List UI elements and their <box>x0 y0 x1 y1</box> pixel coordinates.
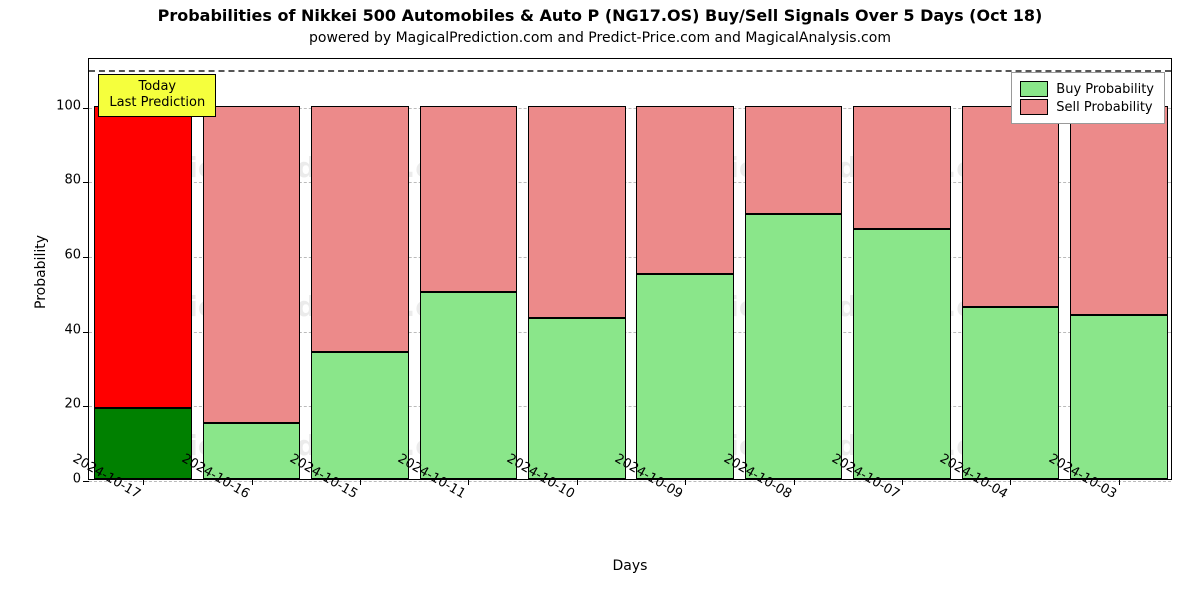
y-tick <box>83 332 89 333</box>
today-callout: TodayLast Prediction <box>98 74 216 117</box>
legend-label: Sell Probability <box>1056 100 1152 115</box>
x-tick <box>794 479 795 485</box>
x-axis-label: Days <box>88 558 1172 574</box>
bar <box>745 57 843 479</box>
x-tick <box>468 479 469 485</box>
bar-buy-segment <box>1070 315 1168 479</box>
bar <box>203 57 301 479</box>
bar <box>853 57 951 479</box>
bar-sell-segment <box>94 106 192 408</box>
legend-swatch <box>1020 99 1048 115</box>
y-tick <box>83 481 89 482</box>
bar-sell-segment <box>636 106 734 274</box>
legend-label: Buy Probability <box>1056 82 1154 97</box>
bar <box>420 57 518 479</box>
bar-sell-segment <box>203 106 301 423</box>
x-tick <box>143 479 144 485</box>
bar <box>94 57 192 479</box>
bar <box>636 57 734 479</box>
chart-container: Probabilities of Nikkei 500 Automobiles … <box>0 0 1200 600</box>
x-tick <box>577 479 578 485</box>
x-tick <box>902 479 903 485</box>
chart-subtitle: powered by MagicalPrediction.com and Pre… <box>0 30 1200 46</box>
x-tick <box>1010 479 1011 485</box>
bar-sell-segment <box>1070 106 1168 315</box>
y-tick-label: 0 <box>73 472 81 487</box>
y-tick-label: 60 <box>64 247 81 262</box>
y-tick <box>83 108 89 109</box>
y-tick-label: 20 <box>64 397 81 412</box>
y-tick <box>83 257 89 258</box>
y-axis-label: Probability <box>33 235 49 309</box>
bar-sell-segment <box>962 106 1060 308</box>
y-tick-label: 100 <box>56 98 81 113</box>
legend-item: Sell Probability <box>1020 99 1154 115</box>
today-callout-line2: Last Prediction <box>109 95 205 111</box>
y-tick-label: 80 <box>64 173 81 188</box>
legend-item: Buy Probability <box>1020 81 1154 97</box>
plot-area: MagicalPrediction.comMagicalPrediction.c… <box>88 58 1172 480</box>
y-tick-label: 40 <box>64 322 81 337</box>
y-tick <box>83 182 89 183</box>
bar-sell-segment <box>528 106 626 319</box>
today-callout-line1: Today <box>109 79 205 95</box>
x-tick <box>1119 479 1120 485</box>
bar-buy-segment <box>745 214 843 479</box>
x-tick <box>252 479 253 485</box>
bar-buy-segment <box>853 229 951 479</box>
chart-title: Probabilities of Nikkei 500 Automobiles … <box>0 6 1200 25</box>
bar <box>311 57 409 479</box>
legend-swatch <box>1020 81 1048 97</box>
bar-sell-segment <box>311 106 409 352</box>
legend: Buy Probability Sell Probability <box>1011 72 1165 124</box>
x-tick <box>685 479 686 485</box>
x-tick <box>360 479 361 485</box>
y-tick <box>83 406 89 407</box>
bar <box>528 57 626 479</box>
bar-sell-segment <box>745 106 843 214</box>
bar-sell-segment <box>420 106 518 293</box>
bar-buy-segment <box>94 408 192 479</box>
bar-sell-segment <box>853 106 951 229</box>
